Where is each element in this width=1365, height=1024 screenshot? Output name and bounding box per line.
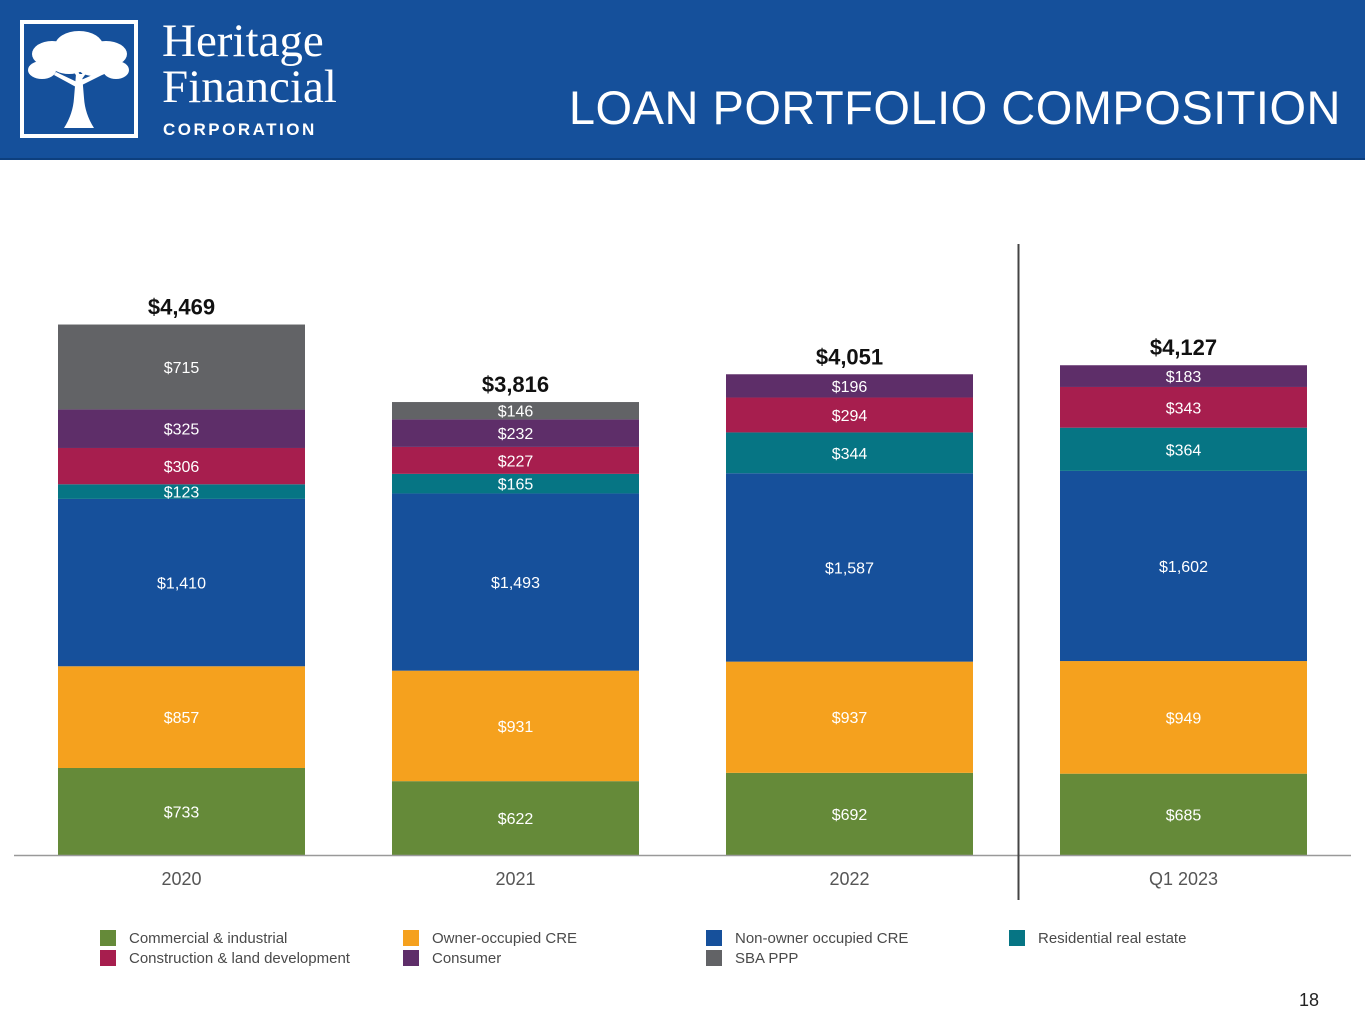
bar-segment-label: $294 <box>832 408 868 425</box>
bar-segment-label: $123 <box>164 485 200 502</box>
legend-label: Construction & land development <box>129 949 350 967</box>
bar-segment-label: $622 <box>498 811 534 828</box>
legend-swatch <box>706 930 722 946</box>
bar-segment-label: $692 <box>832 807 868 824</box>
bar-segment-label: $306 <box>164 459 200 476</box>
legend-item: Commercial & industrial <box>100 928 403 948</box>
bar-segment-label: $1,602 <box>1159 559 1208 576</box>
bar-total-label: $4,127 <box>1150 335 1217 360</box>
bar-segment-label: $1,493 <box>491 575 540 592</box>
x-axis-tick-label: 2022 <box>829 869 869 889</box>
bar-segment <box>1060 470 1307 662</box>
legend-swatch <box>100 950 116 966</box>
page-title: LOAN PORTFOLIO COMPOSITION <box>568 81 1341 134</box>
bar-segment <box>58 409 305 448</box>
x-axis-tick-label: 2021 <box>495 869 535 889</box>
bar-segment-label: $227 <box>498 453 534 470</box>
header-banner: Heritage Financial CORPORATION LOAN PORT… <box>0 0 1365 160</box>
bar-segment-label: $1,410 <box>157 576 206 593</box>
bar-segment <box>392 781 639 855</box>
legend-item: Residential real estate <box>1009 928 1312 948</box>
bar-segment <box>1060 661 1307 774</box>
bar-segment-label: $146 <box>498 404 534 421</box>
bar-segment <box>726 374 973 398</box>
legend-swatch <box>706 950 722 966</box>
bar-segment <box>726 473 973 662</box>
logo-emblem <box>20 20 138 138</box>
bar-segment-label: $196 <box>832 379 868 396</box>
bar-segment-label: $165 <box>498 477 534 494</box>
bar-segment <box>726 432 973 474</box>
bar-segment-label: $715 <box>164 360 200 377</box>
legend-swatch <box>100 930 116 946</box>
bar-segment <box>1060 773 1307 855</box>
stacked-bar-chart: $733 $857 $1,410 $123 $306 $325 $715 $4,469 2020… <box>14 244 1351 900</box>
x-axis-tick-label: 2020 <box>161 869 201 889</box>
bar-segment-label: $325 <box>164 422 200 439</box>
bar-segment <box>58 498 305 667</box>
logo-name-line2: Financial <box>162 61 337 113</box>
logo-wordmark: Heritage Financial <box>162 15 337 113</box>
legend-label: Residential real estate <box>1038 929 1187 947</box>
logo-subtitle: CORPORATION <box>163 120 317 139</box>
page-number: 18 <box>1298 990 1319 1010</box>
bar-segment-label: $733 <box>164 804 200 821</box>
bar-segment-label: $857 <box>164 710 200 727</box>
logo-name-line1: Heritage <box>162 15 324 67</box>
x-axis-tick-label: Q1 2023 <box>1149 869 1218 889</box>
bar-segment-label: $1,587 <box>825 560 874 577</box>
bar-segment <box>392 473 639 494</box>
bar-segment <box>726 772 973 855</box>
bar-segment <box>58 484 305 499</box>
bar-segment <box>1060 365 1307 387</box>
bar-segment <box>58 666 305 768</box>
legend-swatch <box>403 930 419 946</box>
legend-item: Consumer <box>403 948 706 968</box>
legend-swatch <box>1009 930 1025 946</box>
bar-segment-label: $343 <box>1166 400 1202 417</box>
bar-total-label: $4,051 <box>816 344 883 369</box>
bar-segment-label: $949 <box>1166 710 1202 727</box>
bar-segment <box>726 397 973 433</box>
bar-segment <box>392 402 639 420</box>
bar-segment <box>726 661 973 773</box>
bar-segment-label: $937 <box>832 710 868 727</box>
bar-total-label: $4,469 <box>148 295 215 320</box>
legend-swatch <box>403 950 419 966</box>
legend-label: Owner-occupied CRE <box>432 929 578 947</box>
bar-segment <box>58 324 305 410</box>
legend-label: Consumer <box>432 949 502 967</box>
legend-label: SBA PPP <box>735 949 799 967</box>
legend-item: Owner-occupied CRE <box>403 928 706 948</box>
bar-segment-label: $364 <box>1166 442 1202 459</box>
legend-item: SBA PPP <box>706 948 1009 968</box>
legend-label: Non-owner occupied CRE <box>735 929 909 947</box>
legend-item: Non-owner occupied CRE <box>706 928 1009 948</box>
bar-segment-label: $931 <box>498 719 534 736</box>
bar-segment-label: $344 <box>832 446 868 463</box>
bar-segment-label: $685 <box>1166 807 1202 824</box>
legend-label: Commercial & industrial <box>129 929 288 947</box>
bar-segment <box>392 670 639 782</box>
bar-segment <box>392 419 639 447</box>
chart-legend: Commercial & industrial Owner-occupied CR… <box>100 928 1340 974</box>
bar-segment <box>58 767 305 855</box>
bar-segment <box>1060 386 1307 428</box>
legend-item: Construction & land development <box>100 948 403 968</box>
tree-icon <box>28 31 129 128</box>
bar-segment <box>392 446 639 474</box>
bar-segment <box>58 447 305 485</box>
bar-segment <box>392 493 639 671</box>
bar-total-label: $3,816 <box>482 372 549 397</box>
bar-segment <box>1060 427 1307 471</box>
bar-segment-label: $232 <box>498 426 534 443</box>
bar-segment-label: $183 <box>1166 369 1202 386</box>
